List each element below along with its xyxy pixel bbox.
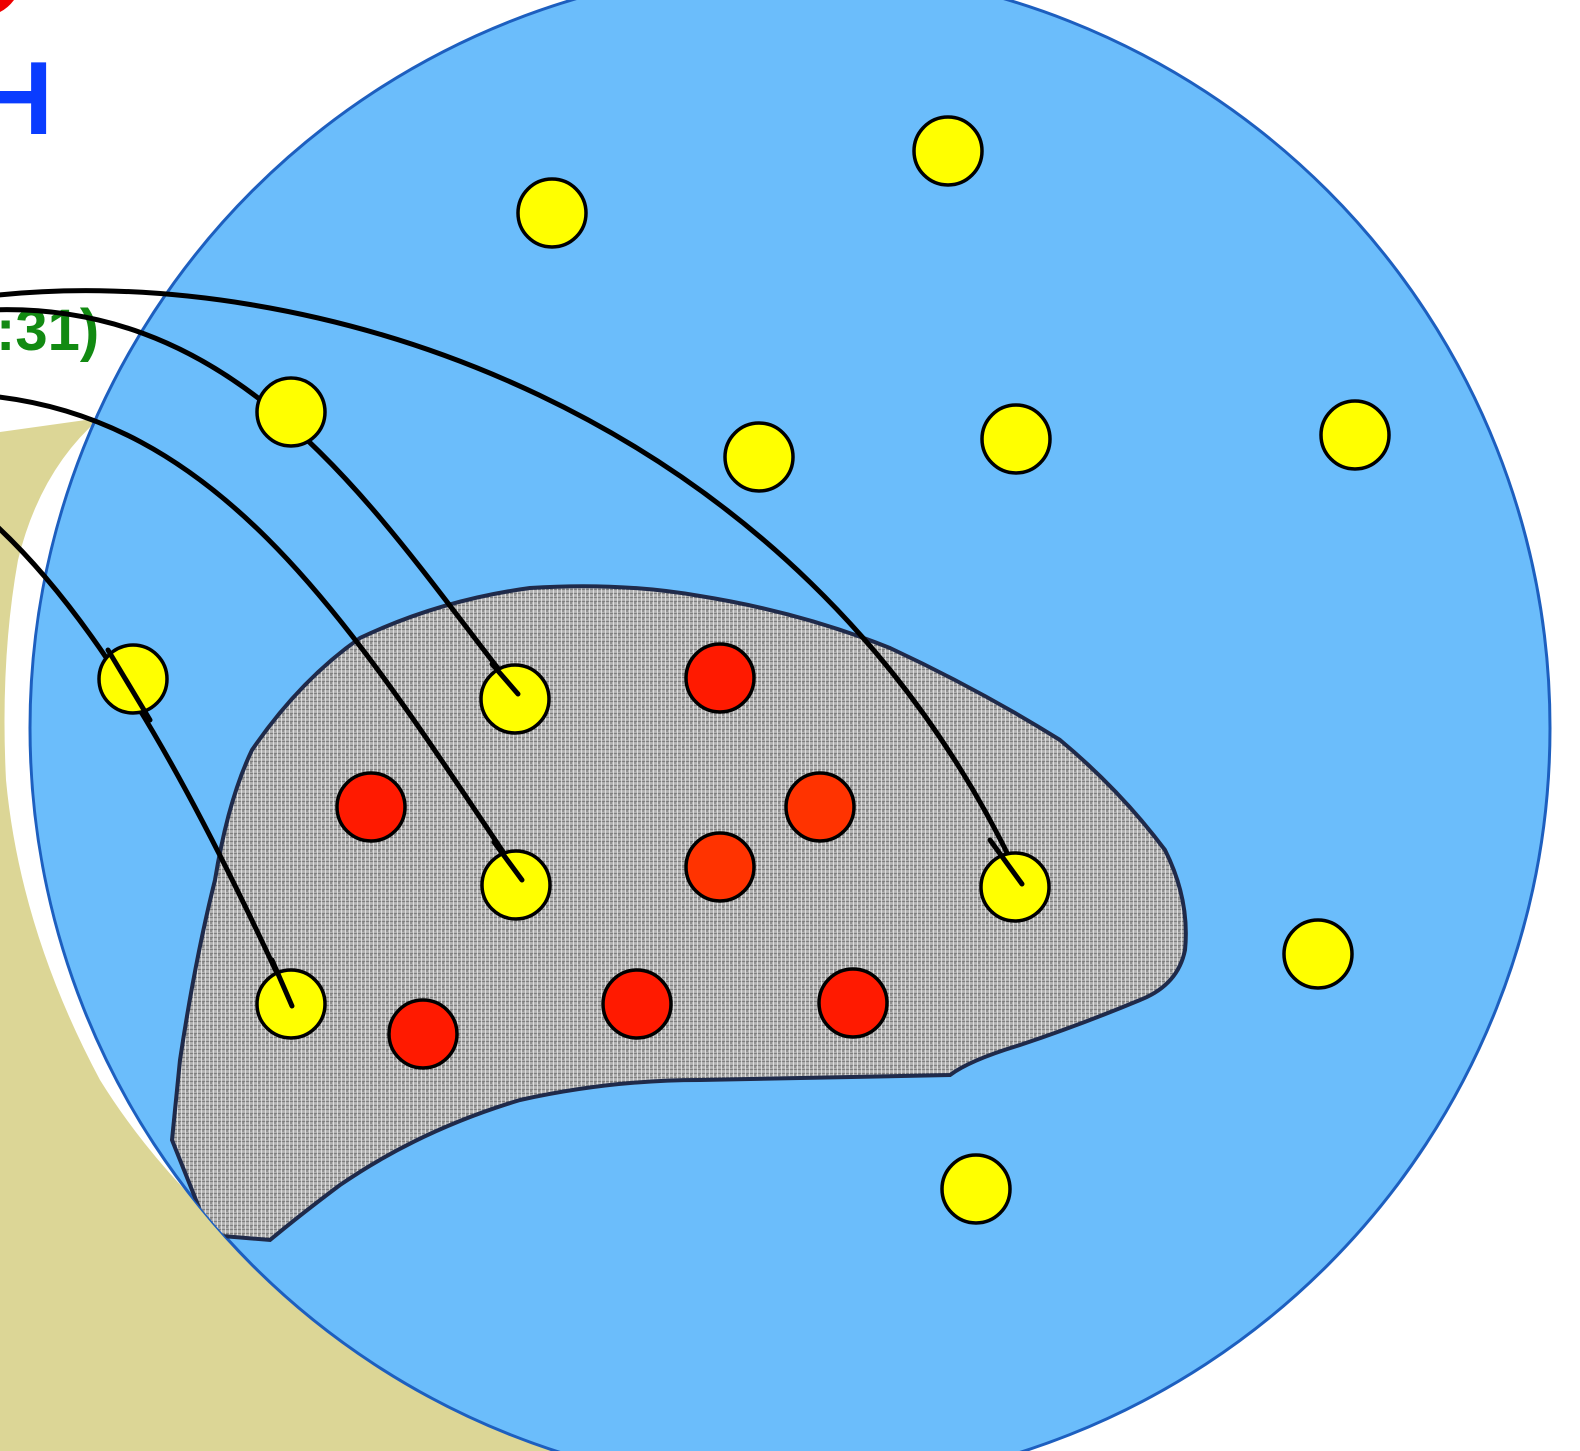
connector-end <box>269 957 295 1009</box>
yellow-dot <box>912 115 984 187</box>
connector-line <box>0 288 1025 887</box>
corner-letter: H <box>0 41 53 157</box>
red-dot <box>817 967 889 1039</box>
textured-region <box>169 584 1188 1243</box>
connector-ends <box>105 647 1025 1009</box>
red-dot <box>684 831 756 903</box>
red-dot <box>335 771 407 843</box>
outer-crescent <box>0 418 560 1451</box>
red-dot <box>387 998 459 1070</box>
yellow-dot <box>479 663 551 735</box>
connector-end <box>105 647 153 723</box>
yellow-dot <box>1319 399 1391 471</box>
connector-end <box>987 837 1025 887</box>
red-dot <box>784 771 856 843</box>
yellow-dot <box>979 851 1051 923</box>
yellow-dot <box>1282 918 1354 990</box>
yellow-dot <box>980 403 1052 475</box>
yellow-dot <box>723 421 795 493</box>
yellow-dot <box>940 1153 1012 1225</box>
red-mark <box>0 0 14 12</box>
red-dot <box>684 642 756 714</box>
yellow-dot <box>255 376 327 448</box>
yellow-dot <box>480 849 552 921</box>
red-dot <box>601 968 673 1040</box>
connector-end <box>491 839 525 883</box>
connector-end <box>489 661 521 697</box>
yellow-dot <box>516 177 588 249</box>
connector-line <box>0 394 525 883</box>
